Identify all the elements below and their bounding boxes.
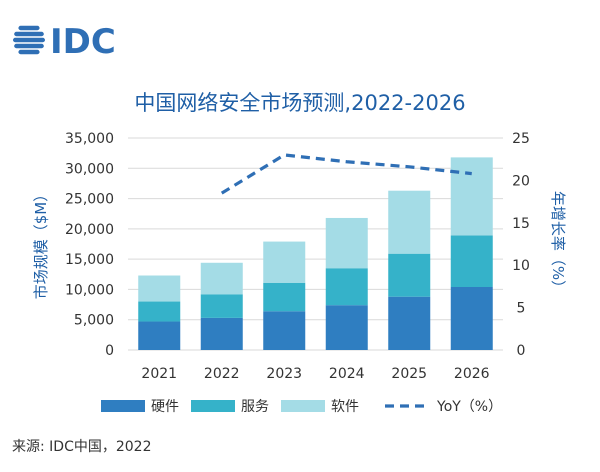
legend-label-services: 服务 bbox=[241, 399, 269, 415]
bar-services bbox=[450, 235, 493, 288]
bar-services bbox=[263, 282, 306, 312]
bar-hardware bbox=[450, 287, 493, 350]
y-tick-label: 5,000 bbox=[74, 313, 114, 329]
bar-software bbox=[138, 275, 181, 302]
bar-hardware bbox=[263, 311, 306, 350]
y-tick-label: 15,000 bbox=[65, 252, 114, 268]
bar-hardware bbox=[200, 317, 243, 350]
bar-services bbox=[200, 294, 243, 318]
y-axis-label: 市场规模（$M） bbox=[32, 187, 50, 300]
bar-services bbox=[138, 301, 181, 322]
y-axis-ticks: 0 5,000 10,000 15,000 20,000 25,000 30,000 35,0… bbox=[65, 131, 114, 359]
grid-lines bbox=[128, 137, 503, 351]
y2-axis-ticks: 0 5 10 15 20 25 bbox=[512, 131, 530, 359]
legend-label-software: 软件 bbox=[331, 399, 359, 415]
y-tick-label: 0 bbox=[105, 343, 114, 359]
y-tick-label: 10,000 bbox=[65, 282, 114, 298]
globe-stripe bbox=[18, 25, 40, 31]
legend-label-hardware: 硬件 bbox=[151, 399, 179, 415]
bar-hardware bbox=[325, 305, 368, 350]
idc-logo: IDC bbox=[13, 22, 116, 62]
chart-title: 中国网络安全市场预测,2022-2026 bbox=[134, 91, 465, 115]
y2-tick-label: 5 bbox=[517, 301, 526, 317]
y-tick-label: 30,000 bbox=[65, 161, 114, 177]
globe-stripe bbox=[18, 49, 40, 55]
y2-tick-label: 10 bbox=[512, 258, 530, 274]
y2-tick-label: 15 bbox=[512, 216, 530, 232]
legend-label-yoy: YoY（%） bbox=[436, 399, 502, 415]
idc-globe-icon bbox=[13, 25, 45, 55]
y-tick-label: 20,000 bbox=[65, 222, 114, 238]
bar-software bbox=[325, 217, 368, 269]
yoy-line bbox=[220, 153, 472, 195]
legend-swatch-software bbox=[281, 400, 325, 412]
yoy-series-line bbox=[220, 153, 472, 195]
bar-hardware bbox=[388, 296, 431, 350]
bars bbox=[138, 157, 493, 350]
x-tick-label: 2026 bbox=[454, 366, 490, 382]
x-tick-label: 2021 bbox=[141, 366, 177, 382]
x-tick-label: 2024 bbox=[329, 366, 365, 382]
y-tick-label: 25,000 bbox=[65, 192, 114, 208]
y2-tick-label: 0 bbox=[517, 343, 526, 359]
globe-stripe bbox=[14, 43, 44, 49]
y2-tick-label: 20 bbox=[512, 173, 530, 189]
globe-stripe bbox=[13, 37, 45, 43]
bar-hardware bbox=[138, 321, 181, 350]
x-tick-label: 2025 bbox=[391, 366, 427, 382]
bar-software bbox=[388, 190, 431, 254]
y2-axis-label: 年增长率（%） bbox=[549, 191, 567, 295]
legend: 硬件 服务 软件 YoY（%） bbox=[101, 399, 502, 415]
legend-swatch-services bbox=[191, 400, 235, 412]
bar-software bbox=[200, 262, 243, 295]
legend-swatch-hardware bbox=[101, 400, 145, 412]
bar-services bbox=[325, 268, 368, 306]
bar-services bbox=[388, 253, 431, 297]
x-tick-label: 2023 bbox=[266, 366, 302, 382]
logo-text: IDC bbox=[50, 22, 116, 62]
y2-tick-label: 25 bbox=[512, 131, 530, 147]
source-note: 来源: IDC中国，2022 bbox=[12, 439, 151, 455]
bar-software bbox=[263, 241, 306, 283]
bar-software bbox=[450, 157, 493, 236]
globe-stripe bbox=[14, 31, 44, 37]
y-tick-label: 35,000 bbox=[65, 131, 114, 147]
x-axis-ticks: 2021 2022 2023 2024 2025 2026 bbox=[141, 366, 489, 382]
x-tick-label: 2022 bbox=[204, 366, 240, 382]
